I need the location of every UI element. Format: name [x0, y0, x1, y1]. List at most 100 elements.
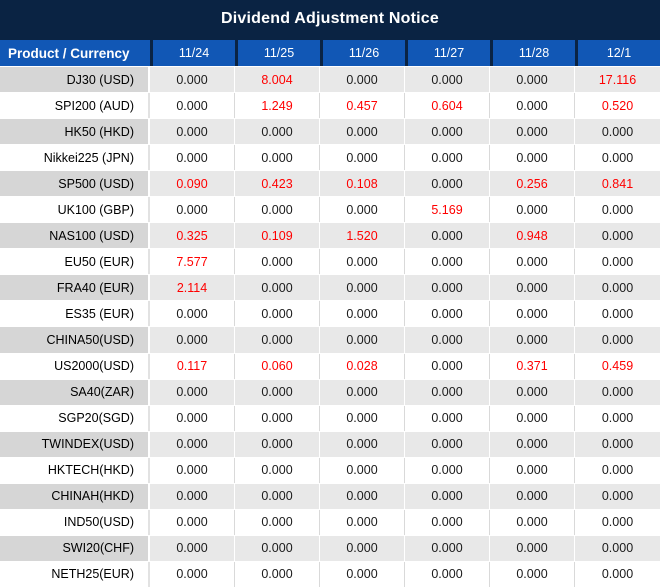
product-cell: IND50(USD) [0, 509, 150, 535]
product-cell: SP500 (USD) [0, 171, 150, 197]
table-body: DJ30 (USD) 0.000 8.004 0.000 0.000 0.000 17.11… [0, 66, 660, 587]
value-cell: 0.000 [150, 301, 235, 327]
value-cell: 0.000 [575, 509, 660, 535]
title-bar: Dividend Adjustment Notice [0, 0, 660, 38]
value-cell: 0.000 [575, 405, 660, 431]
value-cell: 5.169 [405, 197, 490, 223]
value-cell: 0.000 [575, 223, 660, 249]
value-cell: 0.000 [150, 535, 235, 561]
value-cell: 0.000 [490, 457, 575, 483]
value-cell: 0.000 [490, 67, 575, 93]
product-cell: Nikkei225 (JPN) [0, 145, 150, 171]
value-cell: 0.117 [150, 353, 235, 379]
value-cell: 0.000 [490, 197, 575, 223]
value-cell: 0.000 [320, 483, 405, 509]
value-cell: 0.000 [490, 483, 575, 509]
value-cell: 0.000 [405, 119, 490, 145]
value-cell: 0.000 [150, 119, 235, 145]
value-cell: 0.457 [320, 93, 405, 119]
product-cell: FRA40 (EUR) [0, 275, 150, 301]
product-cell: SWI20(CHF) [0, 535, 150, 561]
table-row: IND50(USD) 0.000 0.000 0.000 0.000 0.000 0.000 [0, 508, 660, 535]
value-cell: 0.000 [320, 67, 405, 93]
value-cell: 0.000 [150, 327, 235, 353]
table-header-row: Product / Currency 11/24 11/25 11/26 11/27 1… [0, 38, 660, 66]
header-date-cell: 11/27 [408, 40, 490, 66]
value-cell: 0.000 [405, 301, 490, 327]
value-cell: 0.000 [320, 145, 405, 171]
value-cell: 0.000 [320, 301, 405, 327]
value-cell: 0.325 [150, 223, 235, 249]
value-cell: 0.000 [575, 249, 660, 275]
table-row: NAS100 (USD) 0.325 0.109 1.520 0.000 0.948 0.0… [0, 222, 660, 249]
product-cell: HKTECH(HKD) [0, 457, 150, 483]
table-row: ES35 (EUR) 0.000 0.000 0.000 0.000 0.000 0.000 [0, 300, 660, 327]
table-row: TWINDEX(USD) 0.000 0.000 0.000 0.000 0.000 0.0… [0, 430, 660, 457]
value-cell: 0.000 [575, 457, 660, 483]
value-cell: 0.000 [320, 275, 405, 301]
value-cell: 0.000 [150, 431, 235, 457]
value-cell: 0.000 [235, 275, 320, 301]
value-cell: 0.000 [320, 561, 405, 587]
header-date-cell: 11/26 [323, 40, 405, 66]
product-cell: SPI200 (AUD) [0, 93, 150, 119]
table-row: SA40(ZAR) 0.000 0.000 0.000 0.000 0.000 0.000 [0, 378, 660, 405]
table-row: Nikkei225 (JPN) 0.000 0.000 0.000 0.000 0.000… [0, 144, 660, 171]
value-cell: 1.249 [235, 93, 320, 119]
value-cell: 0.000 [490, 509, 575, 535]
value-cell: 0.000 [575, 197, 660, 223]
value-cell: 0.000 [490, 275, 575, 301]
product-cell: US2000(USD) [0, 353, 150, 379]
value-cell: 0.000 [150, 145, 235, 171]
value-cell: 0.256 [490, 171, 575, 197]
value-cell: 0.000 [575, 119, 660, 145]
product-cell: SGP20(SGD) [0, 405, 150, 431]
value-cell: 0.000 [320, 431, 405, 457]
value-cell: 8.004 [235, 67, 320, 93]
value-cell: 0.000 [575, 379, 660, 405]
table-row: SGP20(SGD) 0.000 0.000 0.000 0.000 0.000 0.000 [0, 404, 660, 431]
header-date-cell: 11/28 [493, 40, 575, 66]
value-cell: 0.000 [490, 431, 575, 457]
value-cell: 0.000 [235, 327, 320, 353]
product-cell: UK100 (GBP) [0, 197, 150, 223]
value-cell: 7.577 [150, 249, 235, 275]
table-row: US2000(USD) 0.117 0.060 0.028 0.000 0.371 0.45… [0, 352, 660, 379]
value-cell: 0.000 [405, 457, 490, 483]
value-cell: 0.604 [405, 93, 490, 119]
table-row: UK100 (GBP) 0.000 0.000 0.000 5.169 0.000 0.00… [0, 196, 660, 223]
value-cell: 0.000 [575, 431, 660, 457]
value-cell: 0.371 [490, 353, 575, 379]
value-cell: 0.000 [235, 301, 320, 327]
header-product-currency: Product / Currency [0, 40, 150, 66]
value-cell: 0.028 [320, 353, 405, 379]
value-cell: 0.000 [405, 561, 490, 587]
value-cell: 0.948 [490, 223, 575, 249]
value-cell: 0.000 [490, 379, 575, 405]
product-cell: CHINAH(HKD) [0, 483, 150, 509]
product-cell: CHINA50(USD) [0, 327, 150, 353]
product-cell: NETH25(EUR) [0, 561, 150, 587]
product-cell: HK50 (HKD) [0, 119, 150, 145]
product-cell: TWINDEX(USD) [0, 431, 150, 457]
page-title: Dividend Adjustment Notice [221, 10, 439, 27]
value-cell: 0.841 [575, 171, 660, 197]
value-cell: 0.000 [150, 561, 235, 587]
value-cell: 0.000 [150, 197, 235, 223]
value-cell: 0.000 [405, 405, 490, 431]
table-row: HKTECH(HKD) 0.000 0.000 0.000 0.000 0.000 0.00… [0, 456, 660, 483]
value-cell: 0.000 [490, 93, 575, 119]
table-row: SPI200 (AUD) 0.000 1.249 0.457 0.604 0.000 0.5… [0, 92, 660, 119]
value-cell: 0.000 [490, 561, 575, 587]
value-cell: 0.000 [150, 457, 235, 483]
value-cell: 0.000 [320, 457, 405, 483]
table-row: CHINA50(USD) 0.000 0.000 0.000 0.000 0.000 0.0… [0, 326, 660, 353]
value-cell: 0.000 [320, 197, 405, 223]
header-date-cell: 11/24 [153, 40, 235, 66]
value-cell: 0.000 [405, 145, 490, 171]
table-row: EU50 (EUR) 7.577 0.000 0.000 0.000 0.000 0.000 [0, 248, 660, 275]
value-cell: 0.000 [405, 327, 490, 353]
value-cell: 0.000 [320, 509, 405, 535]
value-cell: 0.090 [150, 171, 235, 197]
value-cell: 0.000 [235, 457, 320, 483]
